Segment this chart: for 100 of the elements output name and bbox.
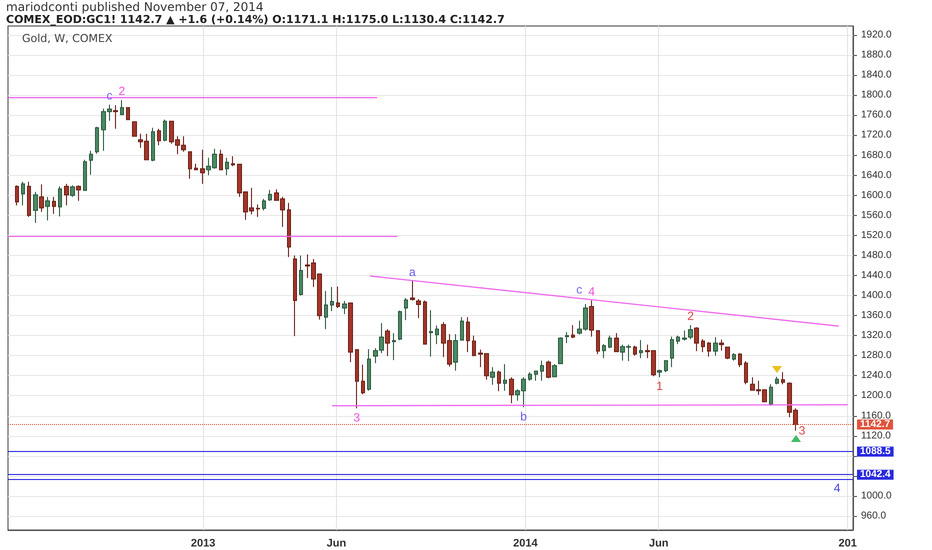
x-tick-label: 201	[838, 538, 857, 550]
ref-line-label: 1088.5	[860, 446, 892, 458]
annotation: b	[520, 409, 528, 424]
y-tick-label: 1760.0	[861, 110, 892, 121]
x-tick-label: 2013	[190, 538, 216, 550]
candlestick	[157, 128, 161, 146]
chart-title: COMEX_EOD:GC1! 1142.7 ▲ +1.6 (+0.14%) O:1171.1 H:1175.0 L:1130.4 C:1142.7	[6, 13, 505, 26]
candlestick	[200, 149, 205, 184]
candlestick	[781, 372, 785, 385]
candlestick	[113, 104, 118, 130]
candlestick	[429, 310, 433, 358]
candlestick	[602, 344, 606, 359]
candlestick	[509, 376, 514, 404]
y-tick-label: 1120.0	[861, 430, 892, 442]
x-tick-label: Jun	[648, 538, 669, 550]
candlestick	[614, 332, 619, 353]
candlestick	[367, 348, 371, 392]
y-tick-label: 1320.0	[861, 330, 892, 342]
candlestick	[355, 349, 359, 409]
candlestick	[701, 338, 705, 353]
y-tick-label: 1840.0	[861, 70, 892, 81]
y-tick-label: 1240.0	[861, 370, 892, 382]
candlestick	[324, 290, 328, 330]
y-tick-label: 1280.0	[861, 350, 892, 362]
y-tick-label: 1400.0	[861, 290, 892, 302]
candlestick	[676, 335, 680, 345]
annotation: 3	[353, 410, 360, 424]
candlestick	[231, 156, 235, 167]
candlestick	[472, 335, 476, 357]
candlestick	[70, 184, 75, 198]
candlestick	[608, 335, 612, 349]
text: Gold, W, COMEX	[22, 32, 112, 45]
candlestick	[188, 151, 192, 180]
y-tick-label: 1440.0	[861, 270, 892, 281]
candlestick	[64, 183, 69, 206]
y-tick-label: 1360.0	[861, 310, 892, 322]
candlestick	[732, 352, 736, 362]
candlestick	[392, 332, 396, 361]
y-tick-label: 1720.0	[861, 130, 892, 141]
candlestick	[633, 345, 637, 356]
candlestick	[503, 364, 507, 392]
candlestick	[775, 376, 779, 385]
candlestick	[738, 352, 742, 368]
y-tick-label: 1800.0	[861, 90, 892, 101]
candlestick	[83, 159, 87, 192]
candlestick	[565, 332, 569, 344]
annotation: a	[409, 265, 416, 280]
candlestick	[670, 336, 674, 368]
candlestick	[385, 328, 390, 357]
candlestick	[540, 360, 544, 382]
candlestick	[725, 346, 730, 360]
annotation: 4	[588, 284, 596, 299]
y-tick-label: 1200.0	[861, 390, 892, 402]
candlestick	[126, 107, 130, 121]
candlestick	[21, 181, 25, 206]
y-tick-label: 1160.0	[861, 410, 892, 422]
candlestick	[558, 336, 563, 365]
candlestick	[528, 372, 532, 382]
annotation: c	[576, 282, 582, 297]
candlestick	[490, 366, 495, 386]
candlestick	[596, 330, 600, 355]
y-tick-label: 1520.0	[861, 230, 892, 241]
candlestick	[225, 157, 229, 176]
candlestick	[589, 300, 594, 338]
candlestick	[713, 336, 718, 356]
candlestick	[497, 370, 501, 392]
candlestick	[132, 121, 137, 138]
candlestick	[15, 184, 19, 206]
candlestick	[33, 191, 38, 224]
candlestick	[707, 342, 711, 358]
candlestick	[342, 300, 347, 315]
y-tick-label: 1680.0	[861, 150, 892, 161]
y-tick-label: 1560.0	[861, 210, 892, 221]
ref-line-label: 1042.4	[860, 469, 892, 480]
candlestick	[416, 298, 421, 319]
ref-line-label: 1142.7	[860, 418, 890, 430]
x-tick-label: Jun	[326, 538, 347, 550]
candlestick	[299, 254, 303, 296]
candlestick	[460, 316, 464, 342]
y-tick-label: 1600.0	[861, 190, 892, 201]
candlestick	[546, 360, 551, 379]
candlestick	[89, 150, 93, 176]
y-tick-label: 1640.0	[861, 170, 892, 181]
y-tick-label: 1000.0	[861, 490, 892, 502]
candlestick	[219, 149, 223, 171]
annotation: 3	[798, 424, 806, 438]
candlestick	[688, 324, 693, 340]
candlestick	[268, 189, 272, 202]
text: mariodconti published November 07, 2014	[6, 0, 264, 14]
candlestick	[719, 339, 724, 352]
annotation: 2	[687, 309, 694, 324]
candlestick	[694, 326, 699, 352]
candlestick	[39, 184, 44, 212]
candlestick	[534, 370, 538, 382]
y-tick-label: 1880.0	[861, 50, 892, 61]
annotation: 2	[118, 84, 126, 98]
candlestick	[287, 202, 291, 258]
candlestick	[194, 163, 198, 171]
candlestick	[664, 360, 668, 373]
candlestick	[404, 298, 408, 321]
